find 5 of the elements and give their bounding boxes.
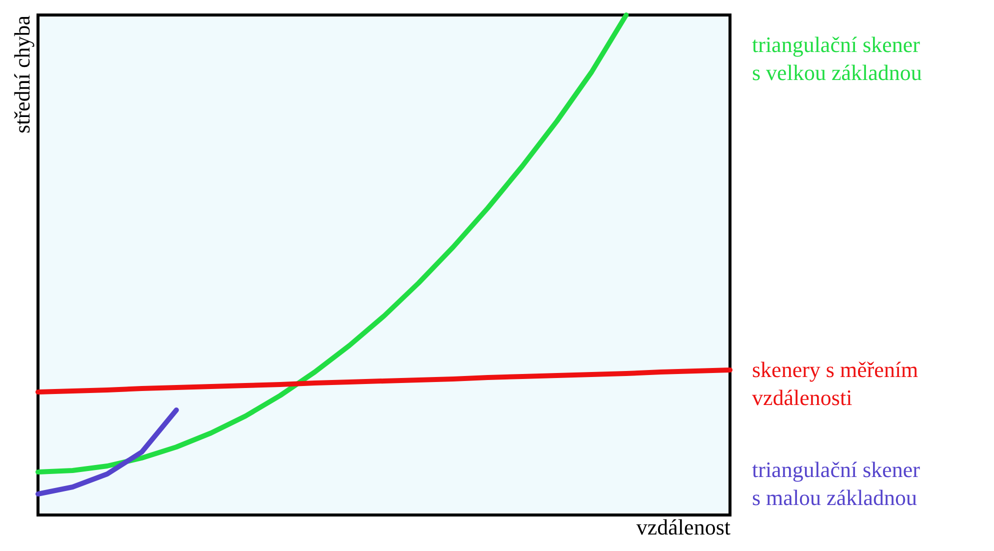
text: triangulační skener s velkou základnou [752, 32, 922, 85]
x-axis-title: vzdálenost [636, 514, 730, 540]
y-axis-title: střední chyba [10, 15, 34, 134]
text: triangulační skener s malou základnou [752, 457, 921, 510]
series-label: skenery s měřením vzdálenosti [752, 357, 918, 410]
